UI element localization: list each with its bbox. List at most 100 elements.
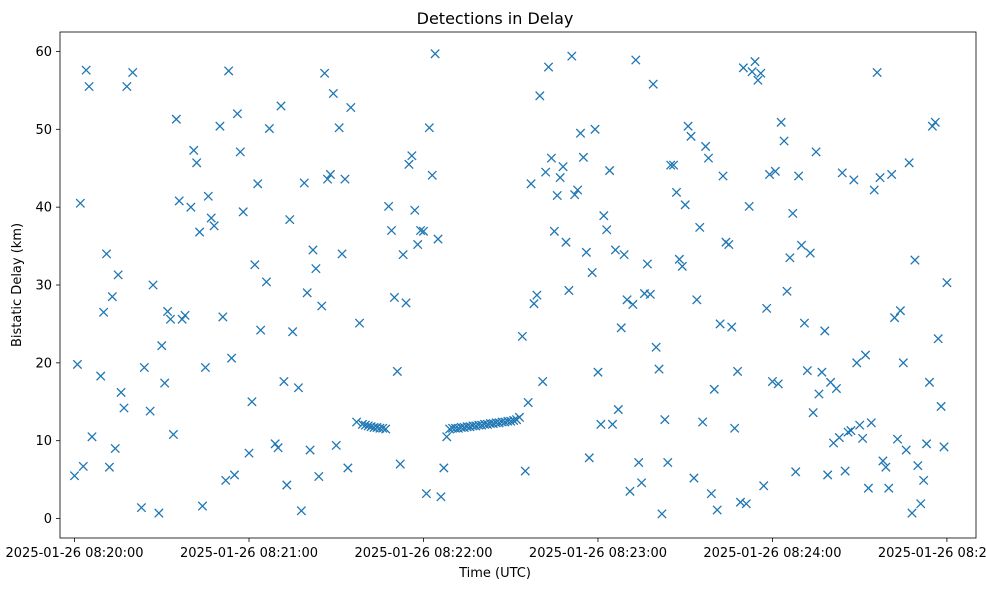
data-point xyxy=(247,397,257,407)
data-point xyxy=(663,457,673,468)
data-point xyxy=(171,114,181,124)
data-point xyxy=(796,240,807,250)
data-point xyxy=(401,298,411,308)
data-point xyxy=(607,419,618,430)
data-point xyxy=(785,253,795,263)
data-point xyxy=(415,225,426,236)
x-tick-label: 2025-01-26 08:25:00 xyxy=(878,546,986,561)
data-point xyxy=(110,443,120,454)
x-tick-label: 2025-01-26 08:22:00 xyxy=(354,546,492,561)
axis-ticks: 2025-01-26 08:20:00 2025-01-26 08:21:00 20… xyxy=(6,45,986,561)
data-point xyxy=(538,376,548,387)
data-point xyxy=(616,323,626,333)
data-point xyxy=(549,226,560,236)
data-point xyxy=(843,427,853,437)
data-point xyxy=(235,147,245,157)
data-point xyxy=(756,68,766,78)
data-point xyxy=(712,505,722,515)
data-point xyxy=(613,404,623,415)
data-point xyxy=(741,499,751,509)
data-point xyxy=(506,416,516,426)
data-point xyxy=(162,306,173,317)
data-point xyxy=(846,425,856,436)
data-point xyxy=(523,397,533,408)
data-point xyxy=(296,506,307,516)
data-point xyxy=(738,63,749,73)
data-point xyxy=(177,314,187,324)
data-point xyxy=(802,365,812,376)
data-point xyxy=(293,383,304,393)
data-point xyxy=(107,292,118,302)
data-point xyxy=(113,270,123,280)
data-point xyxy=(593,367,603,377)
data-point xyxy=(218,312,228,322)
data-point xyxy=(907,508,917,518)
data-point xyxy=(197,501,208,511)
data-point xyxy=(136,502,147,513)
data-point xyxy=(793,171,804,181)
data-point xyxy=(727,322,737,332)
data-point xyxy=(206,213,216,223)
data-point xyxy=(514,412,525,422)
data-point xyxy=(700,141,711,152)
data-point xyxy=(546,153,557,163)
data-point xyxy=(910,255,920,265)
data-point xyxy=(942,278,952,288)
data-point xyxy=(857,433,868,444)
data-point xyxy=(200,362,211,373)
data-point xyxy=(936,401,946,412)
data-point xyxy=(645,289,655,300)
data-point xyxy=(442,432,452,442)
data-point xyxy=(192,158,202,168)
data-point xyxy=(782,286,792,296)
data-point xyxy=(599,211,609,221)
data-point xyxy=(651,342,661,352)
data-point xyxy=(319,68,330,78)
data-point xyxy=(697,417,708,427)
data-point xyxy=(863,483,874,493)
data-point xyxy=(572,185,583,195)
data-point xyxy=(154,508,164,518)
data-point xyxy=(791,467,801,477)
data-point xyxy=(834,432,844,443)
data-point xyxy=(561,237,571,247)
data-point xyxy=(631,55,641,65)
data-point xyxy=(823,470,833,480)
data-point xyxy=(628,299,638,310)
data-point xyxy=(889,313,900,323)
data-point xyxy=(581,247,591,257)
data-point xyxy=(759,481,769,491)
data-points xyxy=(69,49,952,519)
data-point xyxy=(735,497,746,507)
data-point xyxy=(395,459,405,469)
data-point xyxy=(261,277,272,287)
data-point xyxy=(642,259,653,269)
data-point xyxy=(881,462,891,472)
data-point xyxy=(413,239,423,250)
data-point xyxy=(221,475,231,486)
data-point xyxy=(386,225,397,236)
data-point xyxy=(709,384,719,394)
x-tick-label: 2025-01-26 08:20:00 xyxy=(6,546,144,561)
data-point xyxy=(354,318,365,328)
data-point xyxy=(750,56,760,67)
data-point xyxy=(168,429,179,440)
data-point xyxy=(860,350,871,360)
data-point xyxy=(654,364,664,374)
data-point xyxy=(165,314,176,324)
data-point xyxy=(250,260,260,270)
data-point xyxy=(314,471,324,482)
data-point xyxy=(526,179,536,189)
data-point xyxy=(543,62,554,72)
data-point xyxy=(160,378,170,388)
data-point xyxy=(887,169,897,180)
data-point xyxy=(69,471,80,481)
data-point xyxy=(72,359,83,370)
data-point xyxy=(311,263,321,274)
data-point xyxy=(680,200,690,210)
data-point xyxy=(337,249,347,259)
data-point xyxy=(677,261,687,271)
data-point xyxy=(578,152,589,162)
data-point xyxy=(921,439,932,449)
data-point xyxy=(724,239,734,250)
